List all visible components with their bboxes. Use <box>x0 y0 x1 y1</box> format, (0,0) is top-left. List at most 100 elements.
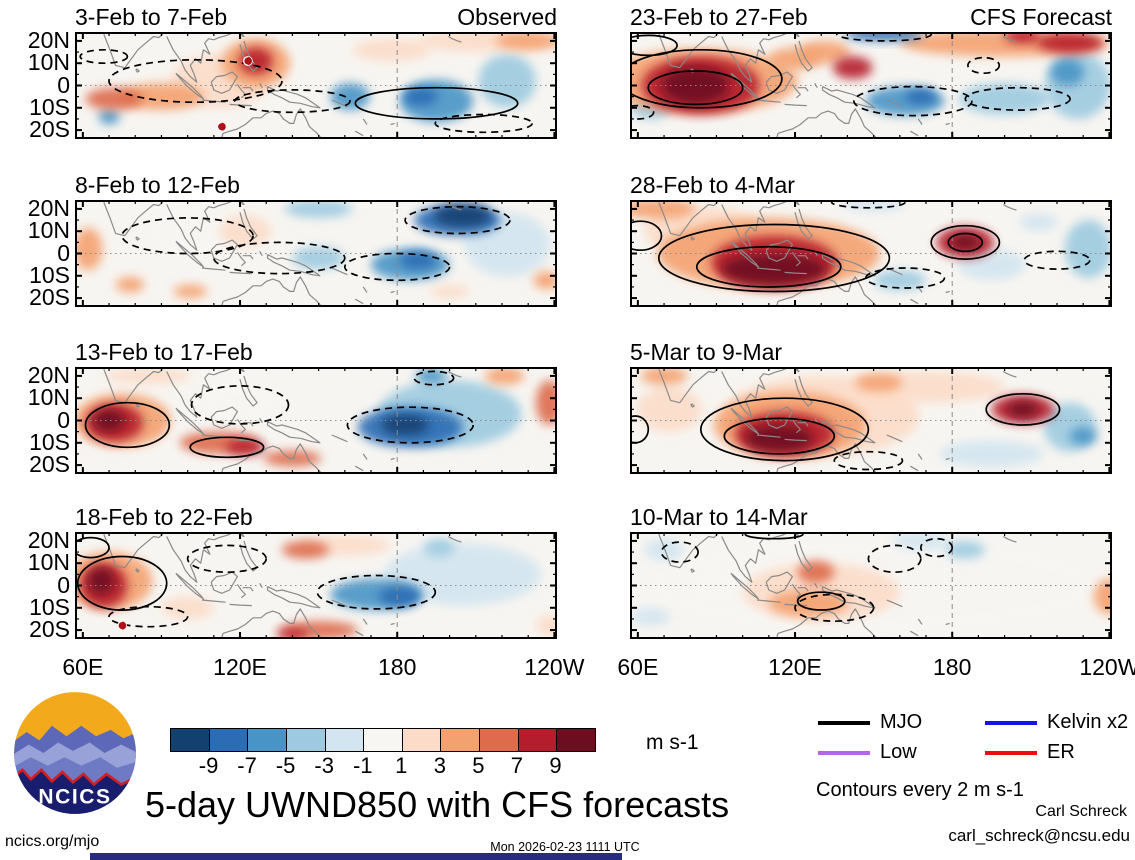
colorbar-tick-label: -5 <box>275 753 296 778</box>
x-axis-label: 120W <box>524 654 585 680</box>
contour-negative <box>233 89 351 114</box>
x-axis-label: 180 <box>933 654 972 680</box>
anomaly-fill <box>85 87 144 111</box>
y-axis-label: 20N <box>27 194 70 221</box>
site-url: ncics.org/mjo <box>5 833 100 850</box>
contour-positive <box>723 417 836 455</box>
contour-positive <box>796 591 846 611</box>
y-axis-label: 10S <box>29 593 70 620</box>
legend-label: Low <box>880 741 917 763</box>
panel-2-map <box>75 200 557 307</box>
cyclone-icon <box>242 56 253 66</box>
contour-positive <box>630 220 663 252</box>
anomaly-fill <box>284 200 353 218</box>
anomaly-fill <box>161 596 214 619</box>
anomaly-fill <box>173 284 208 299</box>
anomaly-fill <box>873 270 926 291</box>
colorbar-tick-label: 7 <box>510 753 524 778</box>
anomaly-fill <box>88 567 115 595</box>
anomaly-fill <box>905 88 937 105</box>
contour-negative <box>413 370 455 386</box>
panel-7-map <box>630 532 1112 639</box>
colorbar-segment <box>556 729 596 751</box>
anomaly-fill <box>892 532 950 550</box>
anomaly-fill <box>403 87 438 106</box>
anomaly-fill <box>429 284 470 299</box>
colorbar-segment <box>171 729 209 751</box>
anomaly-fill <box>644 538 684 561</box>
anomaly-fill <box>495 32 557 50</box>
y-axis-label: 0 <box>57 571 70 598</box>
panel-title: 8-Feb to 12-Feb <box>75 172 240 198</box>
anomaly-fill <box>478 54 536 108</box>
contour-positive <box>189 436 265 459</box>
y-axis-label: 20S <box>29 116 70 143</box>
contour-positive <box>76 555 168 611</box>
legend-label: ER <box>1047 741 1075 763</box>
logo-ridge-line <box>14 767 136 787</box>
contour-positive <box>985 392 1061 426</box>
contour-negative <box>853 85 973 117</box>
y-axis-label: 10S <box>29 428 70 455</box>
contour-positive <box>947 232 984 253</box>
contour-negative <box>867 544 922 574</box>
panel-5-map <box>630 367 1112 474</box>
contour-negative <box>630 104 655 120</box>
colorbar-segment <box>363 729 402 751</box>
cyclone-icon <box>117 620 128 631</box>
y-axis-label: 20N <box>27 361 70 388</box>
contour-positive <box>84 401 171 449</box>
anomaly-fill <box>630 200 696 219</box>
x-axis-label: 120E <box>213 654 267 680</box>
anomaly-fill <box>1004 32 1042 44</box>
x-axis-label: 180 <box>378 654 417 680</box>
panel-title: 3-Feb to 7-Feb <box>75 4 228 30</box>
anomaly-fill <box>636 387 703 432</box>
panel-1-map <box>630 32 1112 139</box>
contour-negative <box>190 385 290 425</box>
anomaly-fill <box>75 227 103 271</box>
anomaly-fill <box>1070 427 1097 445</box>
anomaly-fill <box>378 586 421 607</box>
anomaly-fill <box>1093 578 1112 615</box>
x-axis-label: 60E <box>617 654 659 680</box>
panel-title: 28-Feb to 4-Mar <box>630 172 795 198</box>
contour-negative <box>108 58 283 104</box>
panel-title: 18-Feb to 22-Feb <box>75 504 253 530</box>
x-axis-label: 60E <box>62 654 104 680</box>
contour-negative <box>79 48 129 65</box>
anomaly-fill <box>292 246 345 270</box>
anomaly-fill <box>381 415 429 435</box>
contour-negative <box>660 541 699 563</box>
contour-negative <box>212 241 346 275</box>
y-axis-label: 20S <box>29 284 70 311</box>
logo-base <box>14 769 136 814</box>
panel-title: 5-Mar to 9-Mar <box>630 339 783 365</box>
contour-negative <box>404 205 511 235</box>
contour-positive <box>695 245 842 288</box>
ncics-logo: NCICS <box>14 692 136 814</box>
author-name: Carl Schreck <box>1035 803 1127 820</box>
y-axis-label: 10S <box>29 93 70 120</box>
anomaly-fill <box>640 367 688 385</box>
y-axis-label: 0 <box>57 239 70 266</box>
contour-positive <box>354 86 519 120</box>
colorbar-tick-label: -1 <box>352 753 373 778</box>
figure-title: 5-day UWND850 with CFS forecasts <box>145 784 730 825</box>
y-axis-label: 0 <box>57 406 70 433</box>
contour-positive <box>930 224 1001 260</box>
anomaly-fill <box>352 38 432 61</box>
colorbar-tick-label: -3 <box>314 753 334 778</box>
colorbar-tick-label: 3 <box>433 753 446 778</box>
anomaly-fill <box>1037 33 1103 54</box>
contour-positive <box>657 223 891 293</box>
legend-line-low <box>818 751 870 755</box>
contour-negative <box>316 574 437 610</box>
anomaly-fill <box>205 383 275 422</box>
contour-negative <box>833 450 904 471</box>
legend-line-kelvin-x2 <box>985 721 1037 725</box>
legend-line-mjo <box>818 721 870 725</box>
colorbar-segment <box>440 729 480 751</box>
anomaly-fill <box>939 440 1044 468</box>
contour-negative <box>964 86 1071 111</box>
